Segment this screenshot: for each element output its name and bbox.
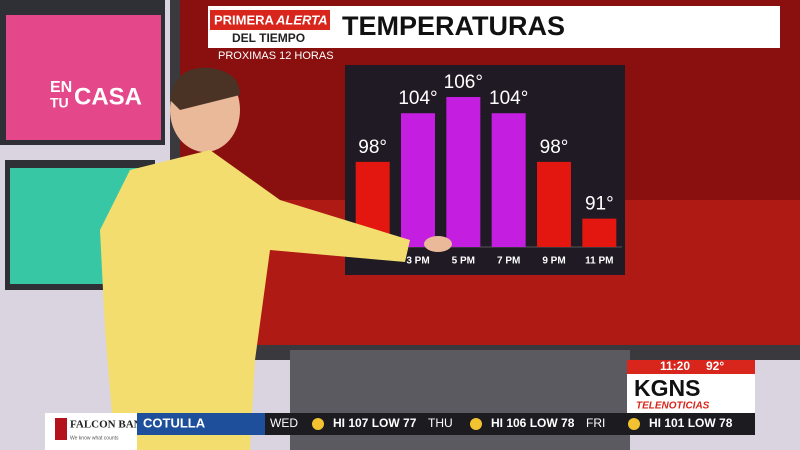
station-box xyxy=(627,374,755,413)
x-tick-label: 11 PM xyxy=(585,256,613,267)
alert-bottom: DEL TIEMPO xyxy=(232,31,305,45)
station-call: KGNS xyxy=(634,375,700,401)
bar xyxy=(582,218,617,247)
x-tick-label: 7 PM xyxy=(497,256,520,267)
logo-word: TU xyxy=(50,95,69,111)
forecast-day: THU xyxy=(428,416,453,430)
station-temp: 92° xyxy=(706,359,724,373)
logo-word: CASA xyxy=(74,83,142,110)
bar xyxy=(491,113,526,247)
x-tick-label: 9 PM xyxy=(542,256,565,267)
forecast-text: HI 106 LOW 78 xyxy=(491,416,575,430)
side-screen-art xyxy=(6,15,161,140)
presenter-hair xyxy=(170,67,240,110)
weather-icon xyxy=(312,418,324,430)
value-label: 104° xyxy=(398,88,437,109)
presenter-hand xyxy=(424,236,452,252)
city: COTULLA xyxy=(143,415,206,430)
forecast-days: WED HI 107 LOW 77 THU HI 106 LOW 78 FRI HI 10… xyxy=(270,416,733,430)
forecast-day: WED xyxy=(270,416,298,430)
presenter-suit xyxy=(100,150,410,450)
sponsor-tag: We know what counts xyxy=(70,435,119,441)
forecast-text: HI 101 LOW 78 xyxy=(649,416,733,430)
station-time: 11:20 xyxy=(660,359,690,373)
x-tick-label: 3 PM xyxy=(406,256,429,267)
chart-title: TEMPERATURAS xyxy=(342,11,565,41)
value-label: 104° xyxy=(489,88,528,109)
alert-top: PRIMERA xyxy=(214,12,275,27)
logo-word: EN xyxy=(50,79,72,96)
station-network: TELENOTICIAS xyxy=(636,401,710,412)
station-top-strip xyxy=(627,360,755,374)
city-box xyxy=(137,413,265,435)
value-label: 98° xyxy=(540,137,569,158)
forecast-text: HI 107 LOW 77 xyxy=(333,416,417,430)
value-label: 91° xyxy=(585,194,614,215)
alert-badge xyxy=(210,10,330,30)
bar xyxy=(401,113,435,247)
x-tick-label: 5 PM xyxy=(452,256,475,267)
value-label: 98° xyxy=(358,137,387,158)
value-label: 106° xyxy=(444,72,483,93)
weather-icon xyxy=(470,418,482,430)
forecast-day: FRI xyxy=(586,416,605,430)
weather-icon xyxy=(628,418,640,430)
alert-word: ALERTA xyxy=(275,12,328,27)
sponsor-name: FALCON BANK xyxy=(70,419,151,431)
sponsor-icon xyxy=(55,418,67,440)
bar xyxy=(446,97,481,247)
bar xyxy=(537,161,571,247)
chart-subtitle: PROXIMAS 12 HORAS xyxy=(218,50,334,62)
